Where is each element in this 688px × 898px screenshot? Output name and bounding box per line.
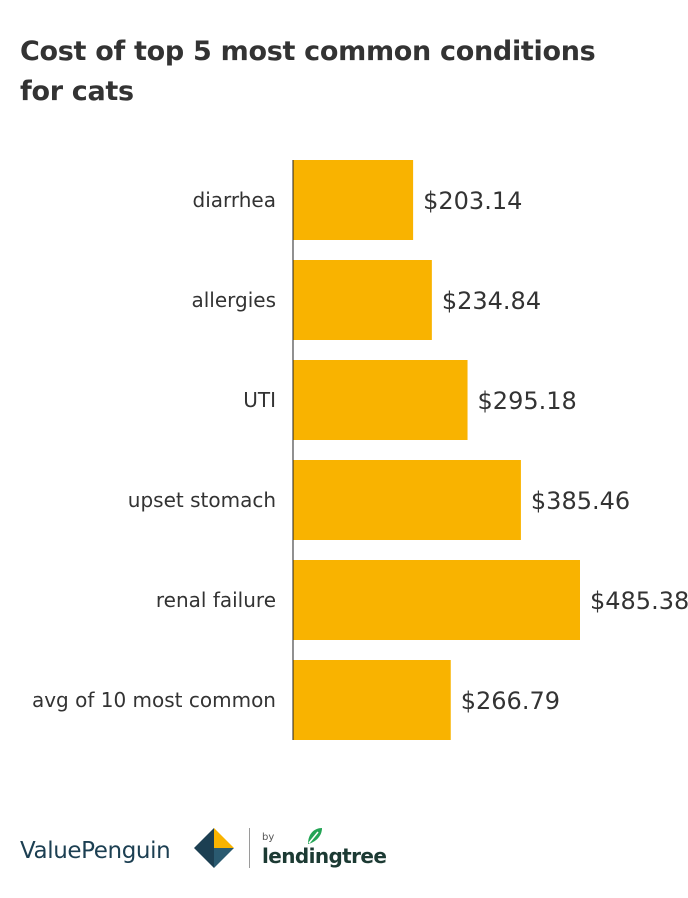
lendingtree-leaf-icon — [308, 828, 322, 844]
category-label: diarrhea — [193, 188, 277, 212]
lendingtree-wordmark: lendingtree — [262, 844, 387, 868]
bar-renal-failure — [293, 560, 580, 640]
chart-title: Cost of top 5 most common conditions for… — [20, 36, 596, 107]
bar-diarrhea — [293, 160, 414, 240]
valuepenguin-wordmark: ValuePenguin — [20, 838, 171, 864]
value-label: $203.14 — [423, 187, 522, 215]
bar-uti — [293, 360, 468, 440]
category-label: upset stomach — [128, 488, 276, 512]
bar-chart: diarrhea $203.14 allergies $234.84 UTI $295.1… — [32, 160, 688, 740]
value-label: $266.79 — [461, 687, 560, 715]
value-label: $485.38 — [590, 587, 688, 615]
bar-allergies — [293, 260, 432, 340]
bar-upset-stomach — [293, 460, 521, 540]
category-label: allergies — [191, 288, 276, 312]
value-label: $234.84 — [442, 287, 541, 315]
category-label: renal failure — [156, 588, 276, 612]
bar-avg-of-10-most-common — [293, 660, 451, 740]
valuepenguin-logo-icon — [194, 828, 234, 868]
value-label: $295.18 — [478, 387, 577, 415]
by-label: by — [262, 832, 275, 843]
value-label: $385.46 — [531, 487, 630, 515]
category-label: avg of 10 most common — [32, 688, 276, 712]
category-label: UTI — [243, 388, 276, 412]
footer: ValuePenguin by lendingtree — [20, 822, 620, 872]
footer-divider — [249, 828, 250, 868]
